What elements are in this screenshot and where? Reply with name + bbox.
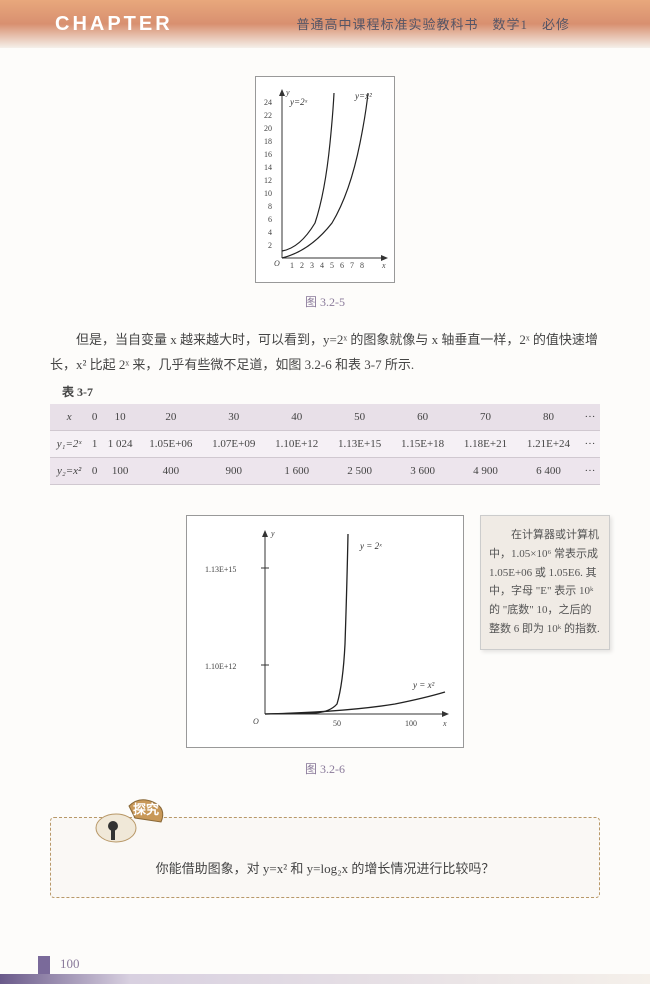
explore-section: 探究 你能借助图象，对 y=x² 和 y=log₂x 的增长情况进行比较吗？ [50,817,600,898]
svg-text:16: 16 [264,150,272,159]
svg-text:12: 12 [264,176,272,185]
svg-text:24: 24 [264,98,272,107]
svg-text:20: 20 [264,124,272,133]
svg-text:y=x²: y=x² [354,91,372,101]
table-row: y₂=x²0 100400 9001 600 2 5003 600 4 9006… [50,458,600,485]
svg-text:2: 2 [268,241,272,250]
svg-text:y = 2ˣ: y = 2ˣ [359,541,382,551]
svg-text:y: y [270,529,275,538]
svg-text:8: 8 [360,261,364,270]
svg-text:6: 6 [340,261,344,270]
svg-text:y: y [285,88,290,97]
svg-text:22: 22 [264,111,272,120]
svg-text:5: 5 [330,261,334,270]
svg-text:4: 4 [320,261,324,270]
svg-text:1.13E+15: 1.13E+15 [205,565,236,574]
svg-text:O: O [274,259,280,268]
svg-text:4: 4 [268,228,272,237]
page-header: CHAPTER 普通高中课程标准实验教科书 数学1 必修 [0,0,650,48]
data-table: x0 1020 3040 5060 7080 ··· y₁=2ˣ1 1 0241… [50,404,600,485]
svg-text:O: O [253,717,259,726]
svg-text:7: 7 [350,261,354,270]
chart-1: y x O 24 68 1012 1416 1820 2224 12 34 56 [255,76,395,283]
table-header-row: x0 1020 3040 5060 7080 ··· [50,404,600,431]
svg-text:100: 100 [405,719,417,728]
svg-text:y=2ˣ: y=2ˣ [289,97,308,107]
svg-text:探究: 探究 [133,802,159,817]
chart-2-caption: 图 3.2-6 [50,760,600,777]
svg-text:2: 2 [300,261,304,270]
svg-text:50: 50 [333,719,341,728]
side-note: 在计算器或计算机中，1.05×10⁶ 常表示成 1.05E+06 或 1.05E… [480,515,610,649]
svg-text:y = x²: y = x² [412,680,435,690]
explore-badge: 探究 [91,788,181,848]
svg-text:3: 3 [310,261,314,270]
page-number: 100 [60,956,80,972]
svg-text:x: x [442,719,447,728]
svg-text:8: 8 [268,202,272,211]
svg-text:1.10E+12: 1.10E+12 [205,662,236,671]
table-row: y₁=2ˣ1 1 0241.05E+06 1.07E+091.10E+12 1.… [50,431,600,458]
svg-text:1: 1 [290,261,294,270]
svg-text:14: 14 [264,163,272,172]
footer-bar [0,974,650,984]
chart-2-row: y x O 1.13E+15 1.10E+12 50 100 y = 2ˣ y … [50,515,600,748]
chapter-label: CHAPTER [55,13,173,36]
header-title: 普通高中课程标准实验教科书 数学1 必修 [296,14,570,33]
chart-2: y x O 1.13E+15 1.10E+12 50 100 y = 2ˣ y … [186,515,464,748]
svg-text:x: x [381,261,386,270]
svg-text:18: 18 [264,137,272,146]
explore-text: 你能借助图象，对 y=x² 和 y=log₂x 的增长情况进行比较吗？ [71,858,579,877]
table-label: 表 3-7 [62,383,600,400]
chart-1-container: y x O 24 68 1012 1416 1820 2224 12 34 56 [50,76,600,283]
chart-1-caption: 图 3.2-5 [50,293,600,310]
body-paragraph: 但是，当自变量 x 越来越大时，可以看到，y=2ˣ 的图象就像与 x 轴垂直一样… [50,328,600,377]
svg-text:6: 6 [268,215,272,224]
svg-text:10: 10 [264,189,272,198]
